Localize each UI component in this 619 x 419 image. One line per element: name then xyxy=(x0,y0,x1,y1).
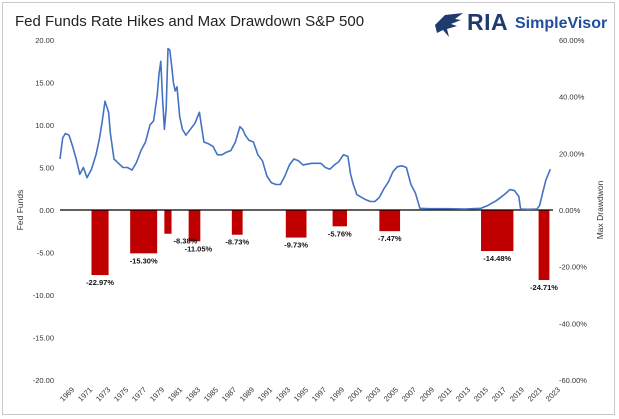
right-axis-tick-label: -40.00% xyxy=(559,319,587,328)
fed-funds-line xyxy=(59,47,552,211)
x-axis-tick-label: 1971 xyxy=(76,385,94,403)
right-axis-tick-label: -20.00% xyxy=(559,263,587,272)
left-axis-tick-label: 15.00 xyxy=(35,79,54,88)
x-axis-tick-label: 1993 xyxy=(274,385,292,403)
left-axis-title: Fed Funds xyxy=(15,190,25,231)
right-axis-tick-label: 0.00% xyxy=(559,206,581,215)
x-axis-tick-label: 2023 xyxy=(544,385,562,403)
left-axis-tick-label: -5.00 xyxy=(37,249,54,258)
drawdown-bar xyxy=(164,210,172,234)
x-axis-tick-label: 2017 xyxy=(490,385,508,403)
logo-wordmark-ria: RIA xyxy=(467,9,509,35)
chart-title: Fed Funds Rate Hikes and Max Drawdown S&… xyxy=(15,13,365,30)
left-axis-tick-label: -20.00 xyxy=(33,376,54,385)
bar-data-label: -7.47% xyxy=(378,234,402,243)
eagle-logo-icon xyxy=(435,13,463,37)
x-axis-tick-label: 2003 xyxy=(364,385,382,403)
left-axis-tick-label: -10.00 xyxy=(33,291,54,300)
bar-data-label: -11.05% xyxy=(185,244,213,253)
x-axis-tick-label: 1997 xyxy=(310,385,328,403)
bar-data-label: -8.38% xyxy=(174,237,198,246)
x-axis-tick-label: 2001 xyxy=(346,385,364,403)
bar-data-label: -22.97% xyxy=(86,278,114,287)
right-axis-tick-label: 40.00% xyxy=(559,93,585,102)
bar-data-label: -15.30% xyxy=(130,256,158,265)
drawdown-bar xyxy=(379,210,401,232)
x-axis-tick-label: 1989 xyxy=(238,385,256,403)
x-axis-tick-label: 2013 xyxy=(454,385,472,403)
bar-data-label: -14.48% xyxy=(483,254,511,263)
bar-data-label: -5.76% xyxy=(328,229,352,238)
right-axis-title: Max Drawdwon xyxy=(595,180,605,239)
left-axis-tick-label: 20.00 xyxy=(35,36,54,45)
left-axis-tick-label: 0.00 xyxy=(39,206,54,215)
x-axis-tick-label: 1991 xyxy=(256,385,274,403)
x-axis-tick-label: 2007 xyxy=(400,385,418,403)
x-axis-tick-label: 1999 xyxy=(328,385,346,403)
drawdown-bar xyxy=(188,210,201,242)
drawdown-bar xyxy=(332,210,347,227)
chart-canvas: 20.00 15.00 10.00 5.00 0.00 -5.00 -10.00 -15.00… xyxy=(15,36,605,404)
bar-data-label: -9.73% xyxy=(284,241,308,250)
bar-data-label: -24.71% xyxy=(530,283,558,292)
left-axis-tick-label: 5.00 xyxy=(39,164,54,173)
x-axis-tick-label: 1969 xyxy=(58,385,76,403)
right-axis-tick-label: 20.00% xyxy=(559,149,585,158)
x-axis-tick-label: 1985 xyxy=(202,385,220,403)
drawdown-bar xyxy=(231,210,243,235)
drawdown-bar xyxy=(285,210,307,238)
x-axis-tick-label: 1975 xyxy=(112,385,130,403)
left-axis-tick-label: 10.00 xyxy=(35,121,54,130)
drawdown-bar xyxy=(130,210,158,254)
x-axis-tick-label: 2011 xyxy=(436,386,454,404)
x-axis-tick-label: 2015 xyxy=(472,385,490,403)
logo-wordmark-simplevisor: SimpleVisor xyxy=(515,15,608,32)
x-axis-tick-label: 1983 xyxy=(184,385,202,403)
chart-frame: Fed Funds Rate Hikes and Max Drawdown S&… xyxy=(2,2,615,415)
drawdown-bar xyxy=(91,210,109,276)
left-axis-tick-label: -15.00 xyxy=(33,334,54,343)
x-axis-tick-label: 1995 xyxy=(292,385,310,403)
drawdown-bar xyxy=(481,210,514,252)
x-axis-tick-label: 2005 xyxy=(382,385,400,403)
right-axis-tick-label: -60.00% xyxy=(559,376,587,385)
x-axis-tick-label: 1979 xyxy=(148,385,166,403)
right-axis-tick-label: 60.00% xyxy=(559,36,585,45)
ria-simplevisor-logo: RIA SimpleVisor xyxy=(433,9,613,39)
bar-data-label: -8.73% xyxy=(225,238,249,247)
drawdown-bar xyxy=(538,210,550,281)
x-axis-tick-label: 1981 xyxy=(166,385,184,403)
x-axis-tick-label: 2021 xyxy=(526,385,544,403)
x-axis-tick-label: 2009 xyxy=(418,385,436,403)
x-axis-tick-label: 1977 xyxy=(130,385,148,403)
x-axis-tick-label: 1973 xyxy=(94,385,112,403)
x-axis-tick-label: 2019 xyxy=(508,385,526,403)
x-axis-tick-label: 1987 xyxy=(220,385,238,403)
